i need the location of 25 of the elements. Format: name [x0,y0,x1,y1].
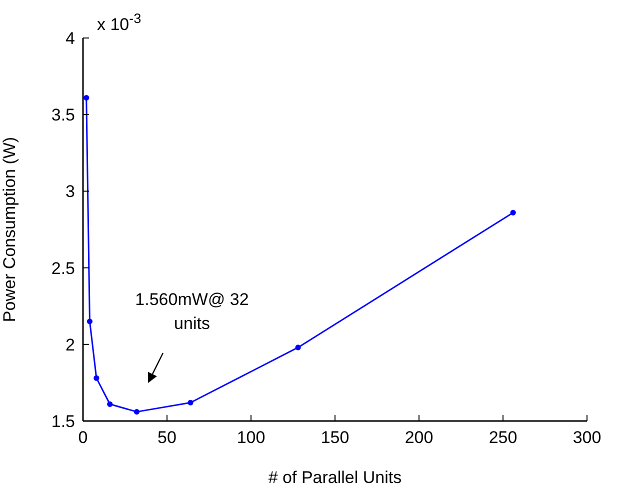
point [86,318,93,324]
text: x 10$^{-3}$ [97,10,142,34]
point [94,375,100,381]
y-tick-label: 1.5 [51,412,75,432]
y-tick-label: 2 [66,335,75,354]
x-tick-label: 300 [572,428,602,448]
x-tick-label: 200 [404,428,434,448]
annotation: 1.560mW@ 32 units [135,290,249,333]
x-tick-label: 250 [488,428,518,448]
point [295,344,301,350]
y-tick-label: 4 [66,29,75,48]
x-tick-label: 0 [78,428,88,448]
y-tick-label: 2.5 [51,258,75,278]
x-tick-label: 50 [158,428,176,448]
point [188,400,194,406]
point [107,401,113,407]
y-tick-label: 3.5 [51,106,75,125]
point [84,94,90,101]
x-tick-label: 100 [236,428,266,448]
y-axis-title: Power Consumption (W) [0,136,20,322]
point [134,409,140,415]
y-tick-label: 3 [66,182,75,202]
point [510,210,516,216]
x-axis-title: # of Parallel Units [268,468,402,487]
x-tick-label: 150 [320,428,350,448]
